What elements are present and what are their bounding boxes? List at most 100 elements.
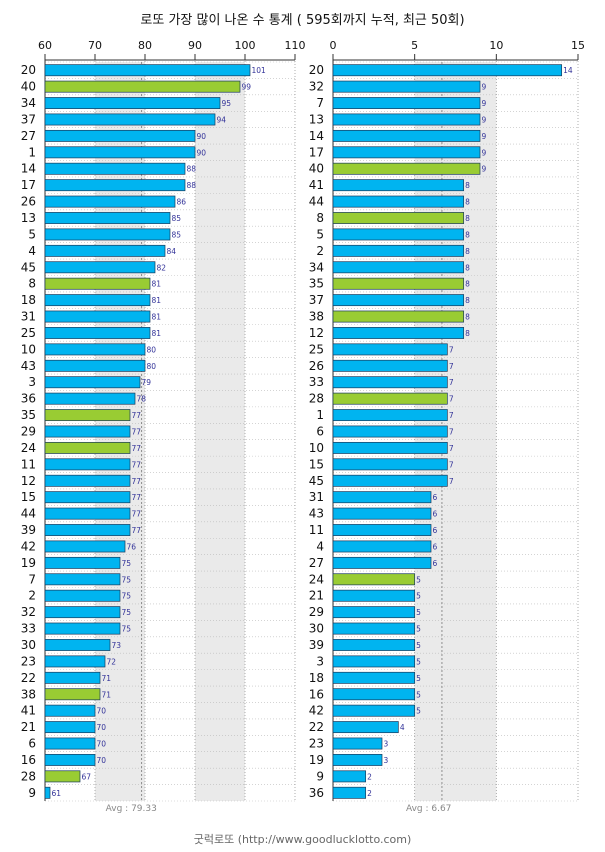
category-label: 34 [309, 260, 324, 274]
background-band [195, 62, 245, 801]
bar [44, 786, 51, 799]
category-label: 23 [21, 654, 36, 668]
category-label: 19 [21, 556, 36, 570]
bar [44, 737, 96, 750]
value-label: 70 [97, 756, 107, 765]
bar [332, 327, 465, 339]
value-label: 76 [127, 542, 137, 551]
bar [44, 195, 176, 208]
category-label: 40 [21, 80, 36, 94]
value-label: 77 [132, 460, 142, 469]
category-label: 25 [309, 342, 324, 356]
value-label: 5 [416, 674, 421, 683]
category-label: 40 [309, 162, 324, 176]
bar [332, 737, 383, 750]
category-label: 14 [21, 162, 36, 176]
value-label: 77 [132, 493, 142, 502]
bar [332, 409, 448, 422]
value-label: 80 [147, 362, 157, 371]
value-label: 88 [187, 165, 197, 174]
value-label: 5 [416, 608, 421, 617]
category-label: 38 [21, 687, 36, 701]
category-label: 10 [21, 342, 36, 356]
bar [44, 359, 146, 372]
category-label: 24 [21, 441, 36, 455]
category-label: 8 [28, 277, 36, 291]
bar [44, 228, 171, 241]
bar [44, 179, 186, 192]
value-label: 9 [482, 99, 487, 108]
bar [332, 721, 399, 734]
category-label: 39 [309, 638, 324, 652]
bar [332, 655, 416, 668]
value-label: 9 [482, 132, 487, 141]
category-label: 26 [309, 359, 324, 373]
category-label: 42 [21, 539, 36, 553]
bar [332, 261, 465, 274]
bar [332, 770, 367, 783]
category-label: 45 [21, 260, 36, 274]
value-label: 95 [222, 99, 232, 108]
category-label: 34 [21, 96, 36, 110]
value-label: 67 [82, 772, 92, 781]
category-label: 4 [316, 539, 324, 553]
bar [332, 671, 416, 684]
bar [44, 244, 166, 257]
category-label: 36 [21, 392, 36, 406]
value-label: 8 [465, 214, 470, 223]
value-label: 9 [482, 148, 487, 157]
value-label: 6 [433, 559, 438, 568]
value-label: 3 [384, 756, 389, 765]
category-label: 45 [309, 474, 324, 488]
value-label: 3 [384, 740, 389, 749]
bar [44, 343, 146, 356]
value-label: 81 [152, 280, 162, 289]
category-label: 27 [21, 129, 36, 143]
category-label: 13 [309, 112, 324, 126]
bar [332, 294, 465, 307]
category-label: 13 [21, 211, 36, 225]
bar [44, 671, 101, 684]
bar [44, 556, 121, 569]
value-label: 7 [449, 378, 454, 387]
category-label: 37 [309, 293, 324, 307]
category-label: 7 [28, 572, 36, 586]
value-label: 77 [132, 428, 142, 437]
bar [332, 146, 481, 159]
bar [332, 359, 448, 372]
bar [332, 179, 465, 192]
category-label: 39 [21, 523, 36, 537]
value-label: 8 [465, 181, 470, 190]
category-label: 22 [309, 720, 324, 734]
bar [332, 589, 416, 602]
category-label: 18 [309, 671, 324, 685]
bar [44, 376, 141, 389]
value-label: 101 [252, 66, 267, 75]
category-label: 36 [309, 786, 324, 800]
bar [332, 639, 416, 651]
bar [44, 573, 121, 586]
value-label: 79 [142, 378, 152, 387]
category-label: 33 [21, 622, 36, 636]
bar [332, 80, 481, 93]
category-label: 9 [28, 786, 36, 800]
bar [44, 327, 151, 339]
value-label: 77 [132, 444, 142, 453]
bar [44, 277, 151, 290]
value-label: 4 [400, 723, 405, 732]
category-label: 29 [309, 605, 324, 619]
value-label: 73 [112, 641, 122, 650]
value-label: 7 [449, 345, 454, 354]
category-label: 9 [316, 769, 324, 783]
bar [44, 721, 96, 734]
category-label: 3 [316, 654, 324, 668]
category-label: 18 [21, 293, 36, 307]
bar [44, 80, 241, 93]
category-label: 29 [21, 425, 36, 439]
x-tick-label: 70 [88, 39, 102, 52]
category-label: 41 [309, 178, 324, 192]
average-label: Avg : 79.33 [106, 804, 157, 814]
bar [44, 294, 151, 307]
bar [44, 754, 96, 766]
